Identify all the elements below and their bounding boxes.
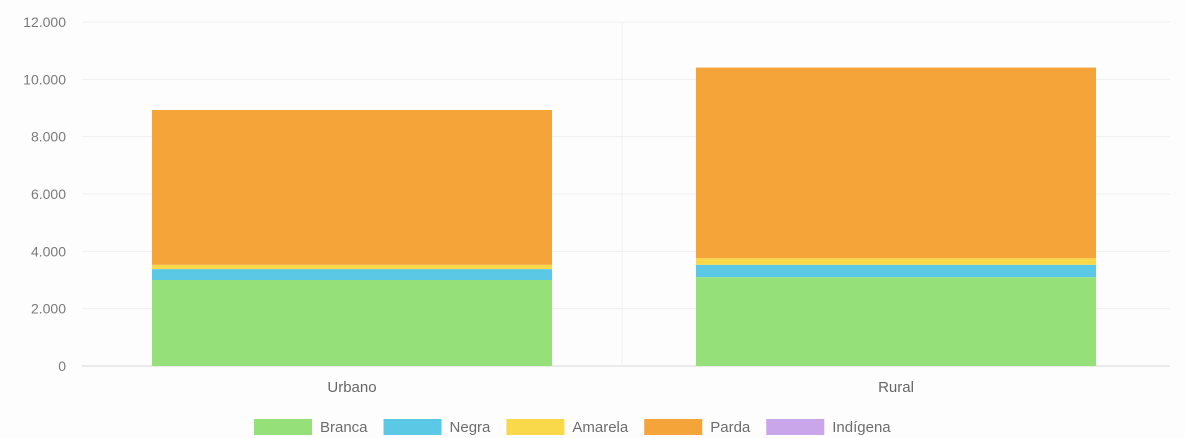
y-tick-label: 4.000 <box>31 243 66 259</box>
bar-segment-branca-urbano[interactable] <box>152 280 552 366</box>
legend-label: Negra <box>450 419 492 436</box>
bar-segment-negra-rural[interactable] <box>696 264 1096 278</box>
bar-segment-parda-rural[interactable] <box>696 67 1096 259</box>
bar-segment-amarela-urbano[interactable] <box>152 264 552 270</box>
x-category-label: Rural <box>878 379 914 396</box>
bars <box>152 67 1096 366</box>
legend-swatch <box>383 419 442 435</box>
y-tick-label: 2.000 <box>31 301 66 317</box>
legend-item-branca[interactable]: Branca <box>254 419 368 436</box>
bar-segment-branca-rural[interactable] <box>696 277 1096 366</box>
legend-label: Indígena <box>832 419 891 436</box>
y-tick-label: 12.000 <box>23 14 66 30</box>
bar-segment-amarela-rural[interactable] <box>696 258 1096 265</box>
legend-swatch <box>644 419 703 435</box>
bar-segment-parda-urbano[interactable] <box>152 110 552 265</box>
y-tick-label: 8.000 <box>31 129 66 145</box>
legend-label: Amarela <box>572 419 629 436</box>
x-category-label: Urbano <box>327 379 376 396</box>
legend-item-indigena[interactable]: Indígena <box>766 419 891 436</box>
legend-swatch <box>766 419 825 435</box>
bar-segment-negra-urbano[interactable] <box>152 269 552 280</box>
y-tick-label: 10.000 <box>23 71 66 87</box>
legend-swatch <box>506 419 565 435</box>
legend-item-amarela[interactable]: Amarela <box>506 419 629 436</box>
legend-swatch <box>254 419 312 435</box>
y-tick-label: 0 <box>58 358 66 374</box>
legend-label: Branca <box>320 419 368 436</box>
legend-item-negra[interactable]: Negra <box>383 419 492 436</box>
legend-item-parda[interactable]: Parda <box>644 419 751 436</box>
axes: 0 2.000 4.000 6.000 8.000 10.000 12.000 Urbano R… <box>23 14 914 396</box>
y-tick-label: 6.000 <box>31 186 66 202</box>
legend[interactable]: Branca Negra Amarela Parda Indígena <box>254 419 891 436</box>
legend-label: Parda <box>710 419 751 436</box>
